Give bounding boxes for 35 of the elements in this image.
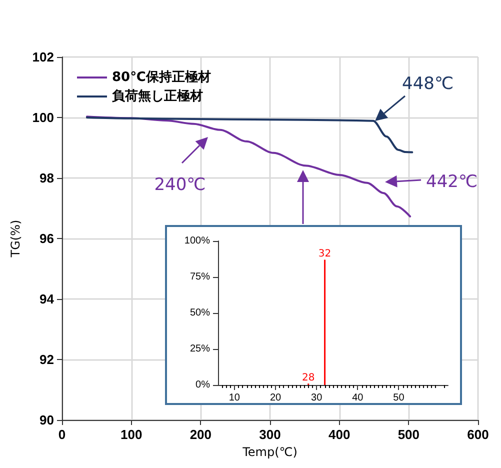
y-tick-label: 25% bbox=[190, 344, 210, 354]
annotation: 448℃ bbox=[402, 74, 454, 94]
annotation: 442℃ bbox=[426, 172, 478, 192]
x-tick-label: 0 bbox=[58, 427, 66, 442]
x-tick-label: 600 bbox=[467, 427, 489, 442]
annotation: 240℃ bbox=[154, 175, 206, 195]
annotation: 32 bbox=[318, 248, 332, 260]
y-tick-label: 0% bbox=[196, 380, 210, 390]
y-tick-label: 90 bbox=[40, 412, 54, 428]
line-series bbox=[86, 116, 412, 218]
y-axis-title: TG(%) bbox=[8, 220, 22, 258]
x-tick-label: 500 bbox=[398, 427, 420, 442]
x-tick-label: 100 bbox=[120, 427, 142, 442]
x-axis-title: Temp(℃) bbox=[242, 444, 298, 459]
y-tick-label: 100% bbox=[184, 236, 210, 246]
y-tick-label: 96 bbox=[40, 231, 54, 246]
x-tick-label: 10 bbox=[228, 392, 240, 404]
legend-label: 負荷無し正極材 bbox=[112, 88, 203, 104]
legend-label: 80℃保持正極材 bbox=[112, 70, 211, 85]
x-tick-label: 300 bbox=[259, 427, 281, 442]
x-tick-label: 30 bbox=[311, 392, 323, 404]
x-tick-label: 40 bbox=[352, 392, 364, 404]
y-tick-label: 50% bbox=[190, 308, 210, 318]
y-tick-label: 98 bbox=[40, 170, 54, 186]
x-tick-label: 50 bbox=[393, 392, 405, 404]
y-tick-label: 100 bbox=[32, 110, 54, 125]
line-series bbox=[86, 116, 414, 154]
y-tick-label: 92 bbox=[40, 352, 54, 367]
x-tick-label: 200 bbox=[190, 427, 212, 442]
x-tick-label: 20 bbox=[270, 392, 282, 404]
y-tick-label: 94 bbox=[40, 292, 55, 306]
y-tick-label: 102 bbox=[32, 50, 54, 64]
annotation: 28 bbox=[302, 372, 315, 384]
x-tick-label: 400 bbox=[328, 427, 350, 442]
y-tick-label: 75% bbox=[190, 272, 210, 282]
